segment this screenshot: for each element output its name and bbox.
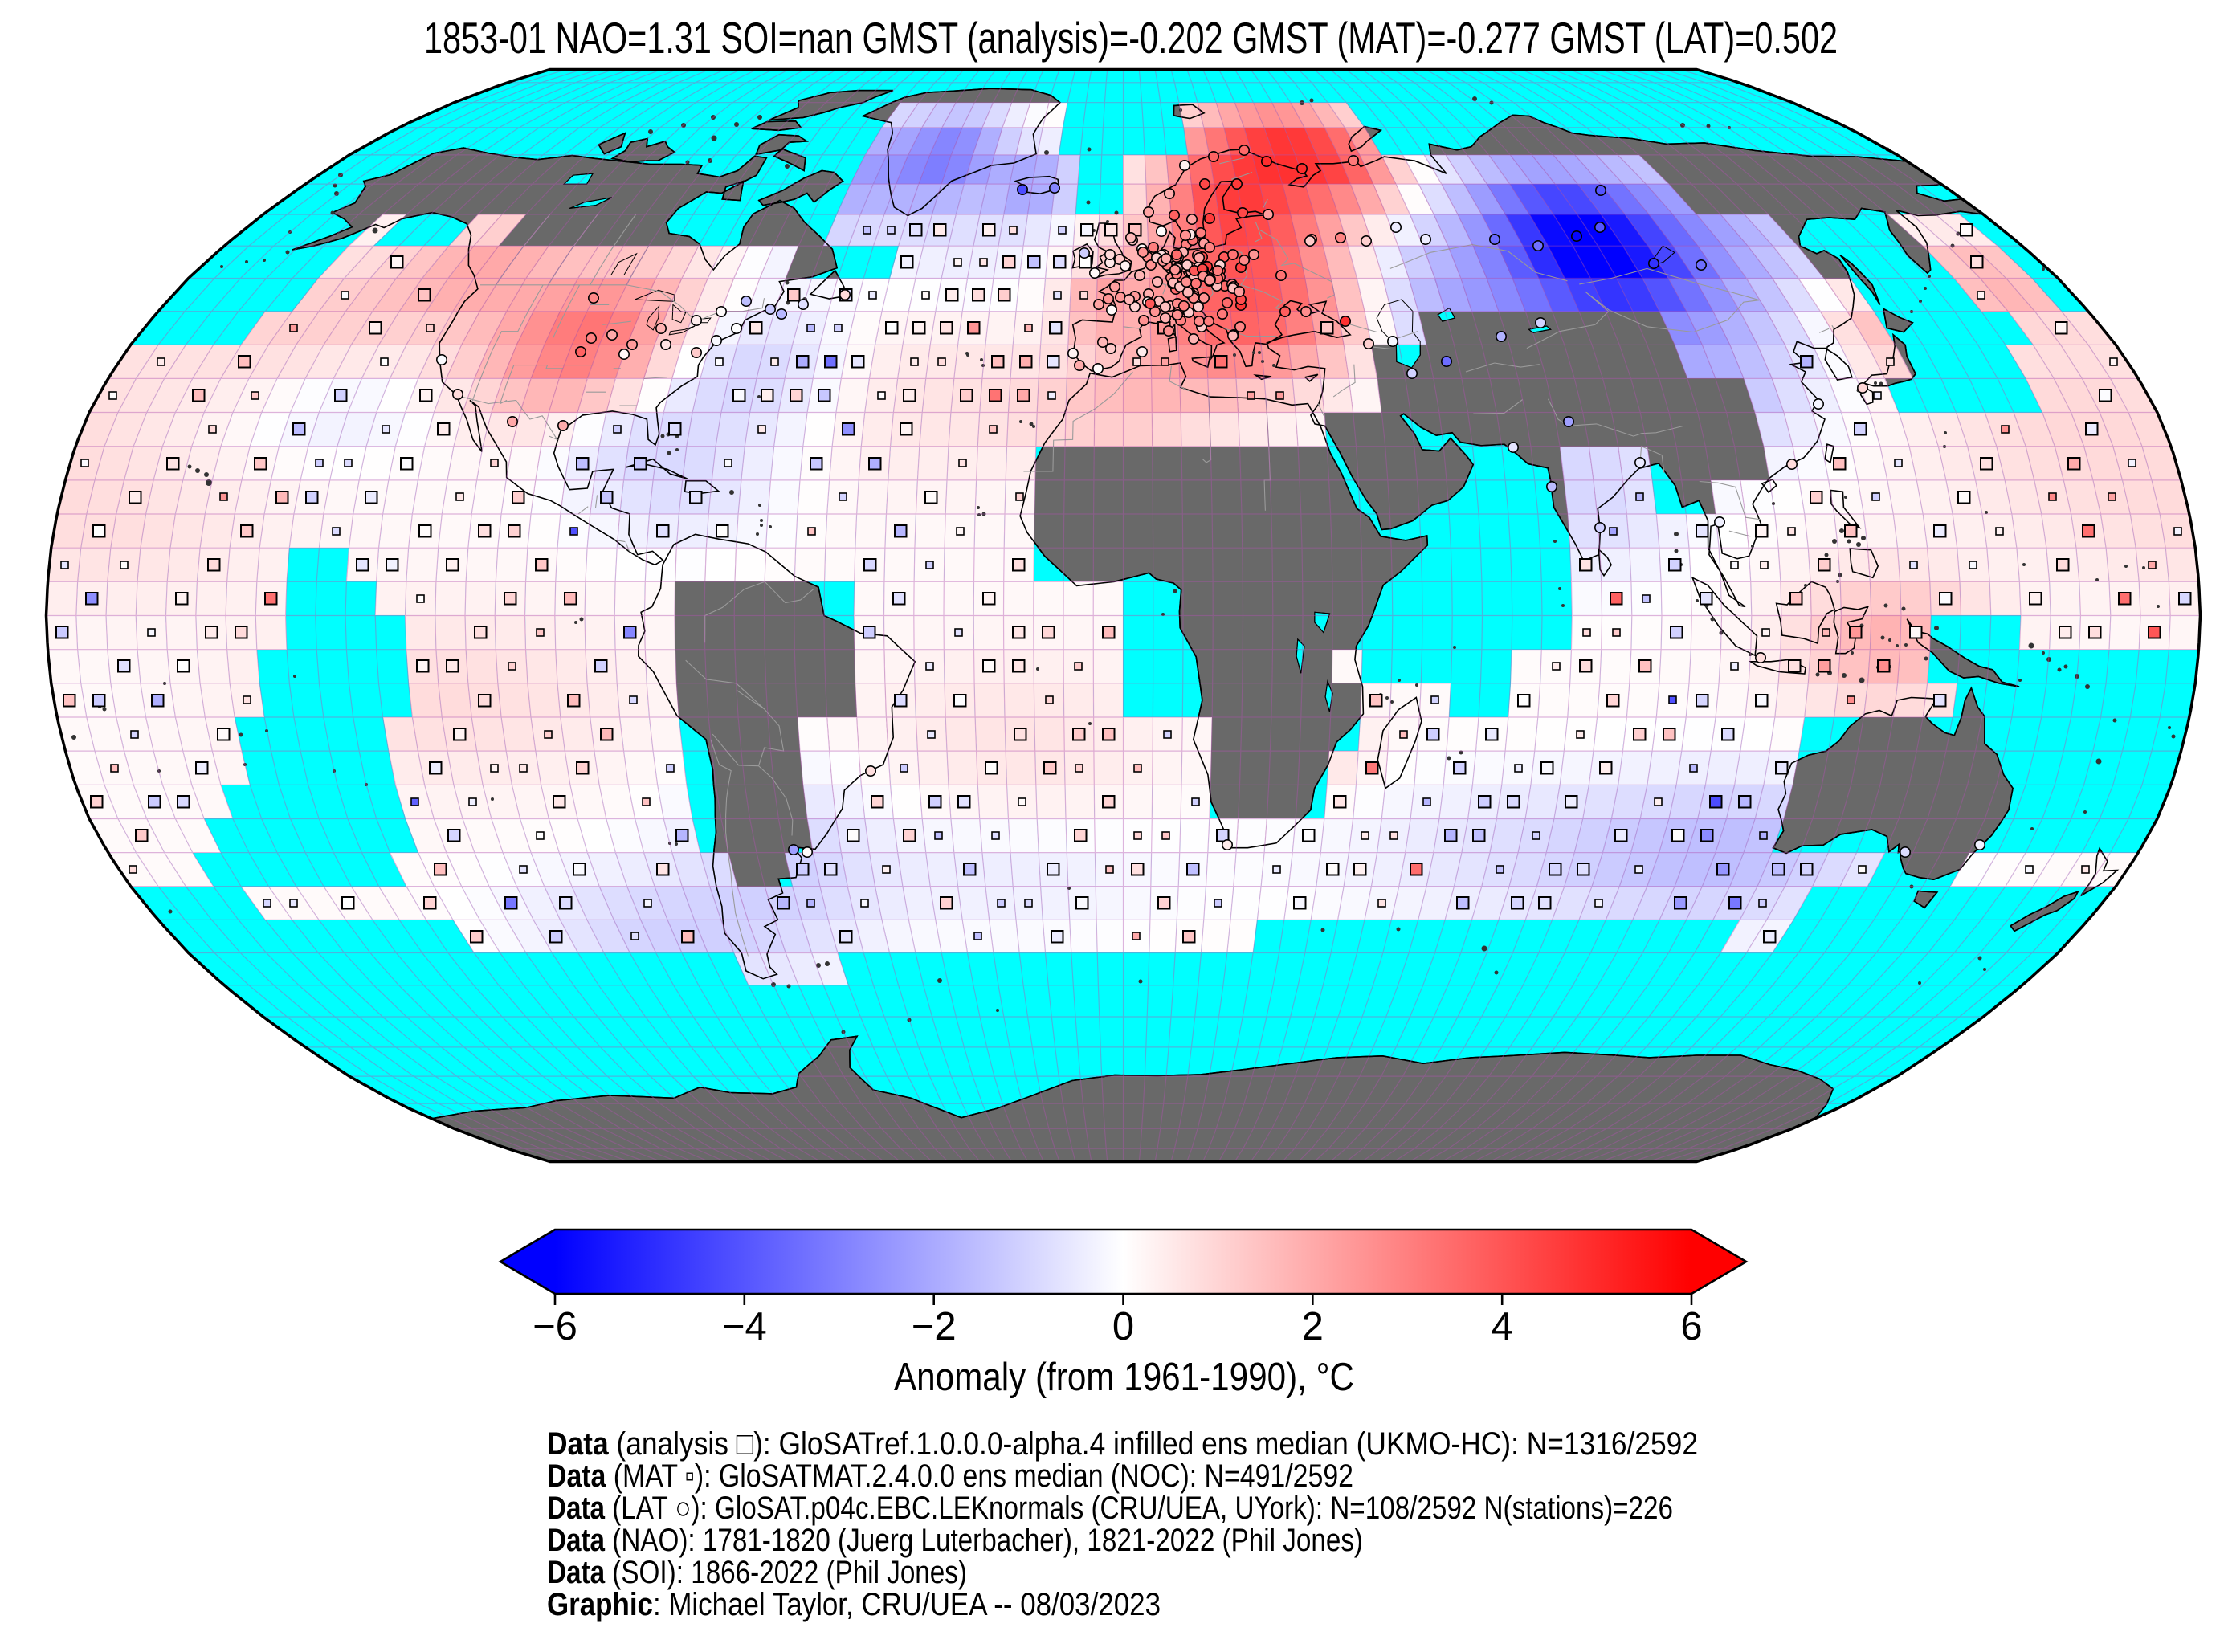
svg-text:Data (analysis □): GloSATref.1: Data (analysis □): GloSATref.1.0.0.0-alp… (547, 1426, 1698, 1462)
svg-text:Data (SOI): 1866-2022 (Phil Jo: Data (SOI): 1866-2022 (Phil Jones) (547, 1555, 967, 1590)
svg-text:4: 4 (1492, 1305, 1513, 1348)
svg-text:−4: −4 (722, 1305, 767, 1348)
svg-text:0: 0 (1112, 1305, 1134, 1348)
svg-text:−2: −2 (912, 1305, 957, 1348)
svg-text:6: 6 (1680, 1305, 1702, 1348)
svg-text:Anomaly (from 1961-1990), °C: Anomaly (from 1961-1990), °C (894, 1356, 1354, 1399)
svg-text:Data (MAT ▫): GloSATMAT.2.4.0.: Data (MAT ▫): GloSATMAT.2.4.0.0 ens medi… (547, 1458, 1353, 1494)
svg-text:Graphic: Michael Taylor, CRU/U: Graphic: Michael Taylor, CRU/UEA -- 08/0… (547, 1587, 1161, 1622)
svg-text:1853-01 NAO=1.31 SOI=nan GMST: 1853-01 NAO=1.31 SOI=nan GMST (analysis)… (424, 13, 1838, 63)
svg-text:Data (NAO): 1781-1820 (Juerg L: Data (NAO): 1781-1820 (Juerg Luterbacher… (547, 1523, 1363, 1558)
svg-text:−6: −6 (533, 1305, 577, 1348)
svg-text:2: 2 (1302, 1305, 1324, 1348)
svg-text:Data (LAT ○): GloSAT.p04c.EBC.: Data (LAT ○): GloSAT.p04c.EBC.LEKnormals… (547, 1491, 1673, 1526)
